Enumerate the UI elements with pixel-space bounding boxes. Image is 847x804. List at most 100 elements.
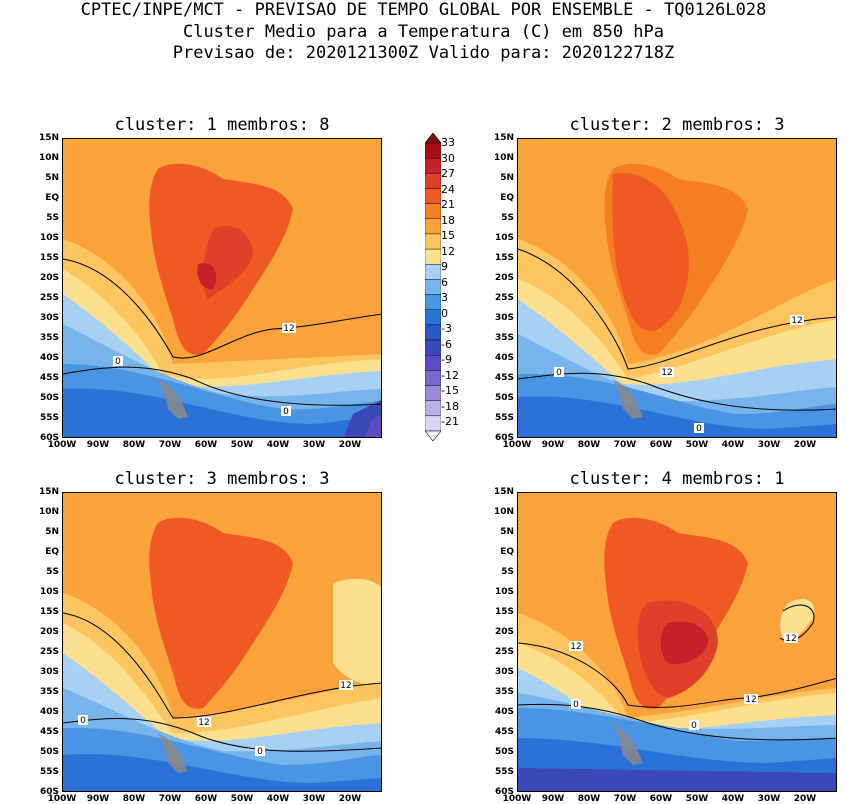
lon-tick-label: 20W <box>793 794 817 804</box>
lon-tick-label: 70W <box>158 440 182 450</box>
contour-label: 0 <box>283 407 289 417</box>
lon-tick-label: 80W <box>577 794 601 804</box>
colorbar-label: -6 <box>441 337 452 351</box>
colorbar-cell <box>425 173 441 189</box>
contour-label: 0 <box>257 747 263 757</box>
colorbar-label: 12 <box>441 244 455 258</box>
lat-tick-label: 10S <box>494 233 514 243</box>
lat-tick-label: 30S <box>39 667 59 677</box>
lat-tick-label: 55S <box>494 767 514 777</box>
lat-tick-label: 45S <box>494 727 514 737</box>
colorbar-label: 24 <box>441 182 455 196</box>
lon-tick-label: 50W <box>685 794 709 804</box>
lon-tick-label: 80W <box>577 440 601 450</box>
colorbar-label: -18 <box>441 399 459 413</box>
temperature-map-1: 12 0 0 <box>63 139 381 437</box>
contour-label: 0 <box>80 716 86 726</box>
lon-tick-label: 20W <box>338 794 362 804</box>
lon-tick-label: 70W <box>613 794 637 804</box>
colorbar-cell <box>425 188 441 204</box>
colorbar-label: -9 <box>441 353 452 366</box>
lat-tick-label: 50S <box>494 747 514 757</box>
lon-tick-label: 90W <box>541 440 565 450</box>
colorbar-cell <box>425 157 441 174</box>
contour-label: 12 <box>340 681 351 691</box>
lat-tick-label: 35S <box>494 687 514 697</box>
lat-tick-label: 40S <box>39 353 59 363</box>
lat-tick-label: 10N <box>38 507 59 517</box>
lat-tick-label: 5N <box>500 527 514 537</box>
lon-tick-label: 60W <box>194 794 218 804</box>
lon-tick-label: 50W <box>230 440 254 450</box>
colorbar-cell <box>425 400 441 417</box>
lat-tick-label: 5N <box>45 173 59 183</box>
lat-tick-label: 45S <box>494 373 514 383</box>
contour-label: 12 <box>785 634 796 644</box>
lon-tick-label: 20W <box>793 440 817 450</box>
lon-tick-label: 40W <box>721 794 745 804</box>
lat-tick-label: 40S <box>39 707 59 717</box>
map-panel-cluster-2: 12 12 0 0 <box>517 138 837 438</box>
lon-tick-label: 30W <box>302 440 326 450</box>
contour-label: 0 <box>691 721 697 731</box>
lon-tick-label: 90W <box>86 794 110 804</box>
lon-tick-label: 100W <box>502 440 532 450</box>
lat-tick-label: EQ <box>45 193 59 203</box>
contour-label: 12 <box>791 316 802 326</box>
colorbar-cell <box>425 279 441 295</box>
panel-title-1: cluster: 1 membros: 8 <box>114 115 330 135</box>
colorbar-max-arrow <box>425 133 441 144</box>
lat-tick-label: 30S <box>494 313 514 323</box>
lon-tick-label: 50W <box>685 440 709 450</box>
figure-title-line3: Previsao de: 2020121300Z Valido para: 20… <box>172 43 675 63</box>
lat-tick-label: 5S <box>46 567 59 577</box>
lat-tick-label: 10N <box>493 507 514 517</box>
lat-tick-label: 60S <box>39 787 59 797</box>
contour-label: 0 <box>573 700 579 710</box>
lat-tick-label: 60S <box>494 787 514 797</box>
lat-tick-label: 5S <box>501 567 514 577</box>
lat-tick-label: 15N <box>493 133 514 143</box>
lon-tick-label: 100W <box>502 794 532 804</box>
lon-tick-label: 90W <box>541 794 565 804</box>
colorbar-label: 15 <box>441 229 455 242</box>
lat-tick-label: 25S <box>494 647 514 657</box>
colorbar-label: 9 <box>441 260 448 273</box>
lon-tick-label: 20W <box>338 440 362 450</box>
contour-label: 12 <box>198 718 209 728</box>
colorbar-label: -21 <box>441 415 459 428</box>
colorbar <box>425 133 441 441</box>
lat-tick-label: 5N <box>500 173 514 183</box>
lat-tick-label: EQ <box>500 547 514 557</box>
lat-tick-label: 20S <box>494 273 514 283</box>
colorbar-cell <box>425 248 441 265</box>
lat-tick-label: 55S <box>494 413 514 423</box>
lon-tick-label: 60W <box>194 440 218 450</box>
lat-tick-label: 60S <box>39 433 59 443</box>
lat-tick-label: 35S <box>494 333 514 343</box>
lon-tick-label: 70W <box>158 794 182 804</box>
lon-tick-label: 30W <box>757 440 781 450</box>
lat-tick-label: 15N <box>38 487 59 497</box>
lat-tick-label: 35S <box>39 687 59 697</box>
colorbar-min-arrow <box>425 430 441 441</box>
lon-tick-label: 80W <box>122 794 146 804</box>
lat-tick-label: 15S <box>494 607 514 617</box>
map-panel-cluster-3: 12 12 0 0 <box>62 492 382 792</box>
panel-title-4: cluster: 4 membros: 1 <box>569 469 785 489</box>
contour-label: 0 <box>696 424 702 434</box>
lat-tick-label: 30S <box>494 667 514 677</box>
lat-tick-label: 20S <box>494 627 514 637</box>
lat-tick-label: 15S <box>39 253 59 263</box>
colorbar-label: 0 <box>441 306 448 320</box>
colorbar-cell <box>425 370 441 386</box>
colorbar-label: 27 <box>441 167 455 180</box>
lat-tick-label: 55S <box>39 767 59 777</box>
lon-tick-label: 90W <box>86 440 110 450</box>
lat-tick-label: 10S <box>39 233 59 243</box>
temperature-map-2: 12 12 0 0 <box>518 139 836 437</box>
lat-tick-label: 20S <box>39 627 59 637</box>
lat-tick-label: 40S <box>494 353 514 363</box>
lat-tick-label: 25S <box>39 647 59 657</box>
colorbar-label: 3 <box>441 291 448 304</box>
